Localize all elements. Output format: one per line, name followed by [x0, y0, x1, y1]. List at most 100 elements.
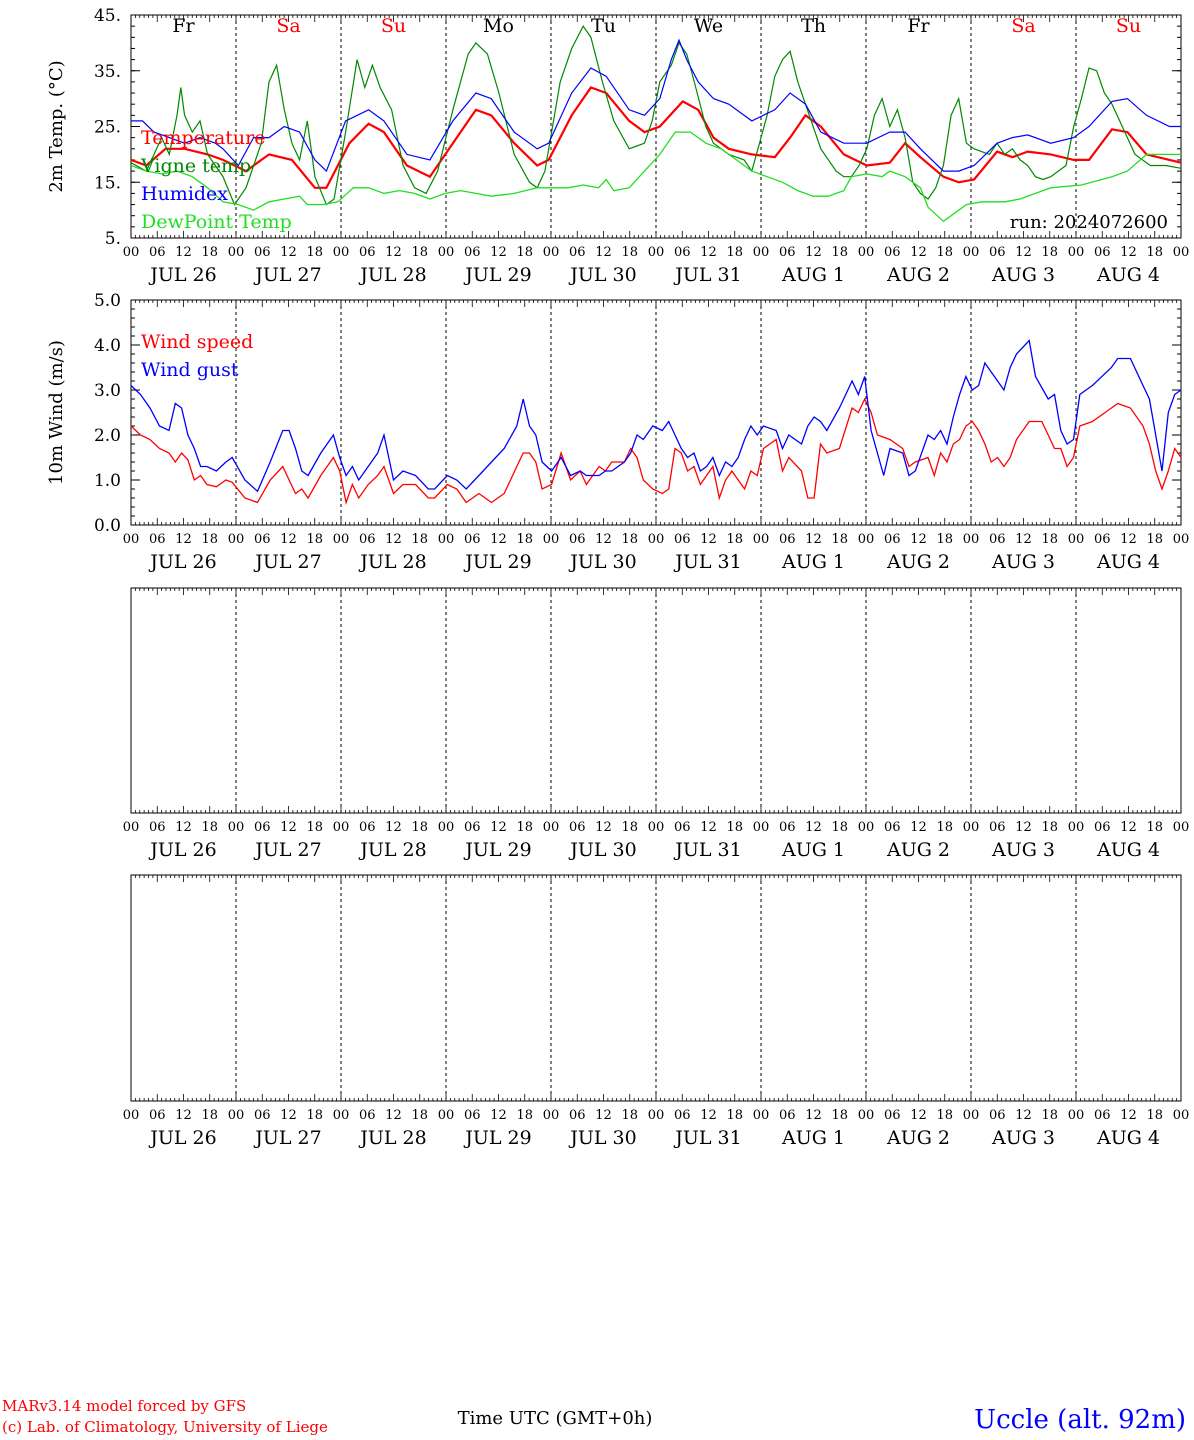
hour-tick-label: 18: [726, 1108, 743, 1123]
hour-tick-label: 06: [464, 245, 481, 260]
hour-tick-label: 06: [359, 532, 376, 547]
date-label: AUG 3: [991, 264, 1055, 286]
hour-tick-label: 06: [149, 1108, 166, 1123]
hour-tick-label: 06: [779, 532, 796, 547]
hour-tick-label: 12: [700, 820, 717, 835]
legend-entry: Humidex: [141, 183, 228, 205]
hour-tick-label: 18: [726, 245, 743, 260]
hour-tick-label: 00: [753, 1108, 770, 1123]
date-label: JUL 29: [463, 264, 531, 286]
hour-tick-label: 18: [726, 820, 743, 835]
hour-tick-label: 00: [963, 532, 980, 547]
hour-tick-label: 06: [359, 820, 376, 835]
date-label: AUG 2: [886, 551, 950, 573]
y-axis-title: 2m Temp. (°C): [46, 60, 67, 192]
date-label: JUL 27: [253, 839, 321, 861]
hour-tick-label: 18: [1041, 245, 1058, 260]
hour-tick-label: 12: [175, 1108, 192, 1123]
hour-tick-label: 12: [1120, 532, 1137, 547]
hour-tick-label: 18: [306, 532, 323, 547]
hour-tick-label: 00: [543, 820, 560, 835]
date-label: JUL 31: [673, 1127, 741, 1149]
series-line-green: [130, 25, 1182, 206]
y-tick-label: 5.: [105, 229, 121, 249]
date-label: JUL 29: [463, 551, 531, 573]
panel-border: [130, 299, 1182, 526]
hour-tick-label: 12: [805, 532, 822, 547]
station-label: Uccle (alt. 92m): [974, 1405, 1186, 1435]
y-tick-label: 0.0: [94, 516, 121, 536]
hour-tick-label: 12: [700, 1108, 717, 1123]
hour-tick-label: 06: [1094, 820, 1111, 835]
date-label: AUG 3: [991, 1127, 1055, 1149]
hour-tick-label: 12: [910, 532, 927, 547]
hour-tick-label: 18: [621, 532, 638, 547]
hour-tick-label: 00: [963, 245, 980, 260]
date-label: AUG 1: [781, 264, 845, 286]
hour-tick-label: 18: [831, 532, 848, 547]
hour-tick-label: 12: [805, 245, 822, 260]
hour-tick-label: 06: [149, 820, 166, 835]
series-line-red: [130, 86, 1182, 189]
panel-frame-1: [130, 299, 1182, 526]
date-label: JUL 28: [358, 839, 426, 861]
panel-frame-2: [130, 587, 1182, 814]
hour-tick-label: 12: [175, 245, 192, 260]
date-label: AUG 4: [1096, 264, 1160, 286]
hour-tick-label: 12: [490, 245, 507, 260]
date-label: JUL 28: [358, 1127, 426, 1149]
hour-tick-label: 06: [989, 532, 1006, 547]
hour-tick-label: 12: [595, 1108, 612, 1123]
date-label: AUG 3: [991, 839, 1055, 861]
hour-tick-label: 00: [1173, 245, 1190, 260]
hour-tick-label: 06: [674, 245, 691, 260]
hour-tick-label: 00: [333, 245, 350, 260]
hour-tick-label: 18: [1146, 1108, 1163, 1123]
hour-tick-label: 00: [543, 1108, 560, 1123]
y-tick-label: 5.0: [94, 291, 121, 311]
hour-tick-label: 06: [779, 1108, 796, 1123]
hour-tick-label: 12: [595, 532, 612, 547]
date-label: JUL 30: [568, 839, 636, 861]
hour-tick-label: 18: [936, 245, 953, 260]
hour-tick-label: 12: [910, 245, 927, 260]
hour-tick-label: 00: [1068, 820, 1085, 835]
panel-border: [130, 587, 1182, 814]
day-of-week-label: Su: [381, 15, 406, 37]
date-label: JUL 31: [673, 264, 741, 286]
hour-tick-label: 18: [1041, 820, 1058, 835]
hour-tick-label: 18: [201, 245, 218, 260]
hour-tick-label: 06: [464, 1108, 481, 1123]
hour-tick-label: 12: [700, 245, 717, 260]
date-label: JUL 28: [358, 264, 426, 286]
date-label: AUG 4: [1096, 1127, 1160, 1149]
hour-tick-label: 18: [516, 1108, 533, 1123]
hour-tick-label: 00: [753, 532, 770, 547]
hour-tick-label: 12: [280, 532, 297, 547]
hour-tick-label: 06: [884, 532, 901, 547]
run-label: run: 2024072600: [1010, 212, 1168, 233]
date-label: AUG 4: [1096, 551, 1160, 573]
legend-entry: Vigne temp: [140, 155, 251, 177]
y-tick-label: 35.: [94, 62, 121, 82]
hour-tick-label: 00: [228, 1108, 245, 1123]
hour-tick-label: 00: [648, 245, 665, 260]
hour-tick-label: 06: [569, 245, 586, 260]
day-of-week-label: Th: [801, 15, 826, 37]
hour-tick-label: 06: [989, 820, 1006, 835]
hour-tick-label: 06: [884, 820, 901, 835]
legend-entry: DewPoint Temp: [141, 211, 292, 233]
hour-tick-label: 00: [753, 820, 770, 835]
day-of-week-label: Sa: [1011, 15, 1035, 37]
hour-tick-label: 06: [359, 245, 376, 260]
date-label: JUL 30: [568, 1127, 636, 1149]
hour-tick-label: 06: [254, 245, 271, 260]
hour-tick-label: 12: [280, 820, 297, 835]
hour-tick-label: 06: [254, 1108, 271, 1123]
hour-tick-label: 06: [884, 1108, 901, 1123]
hour-tick-label: 12: [595, 820, 612, 835]
hour-tick-label: 18: [411, 1108, 428, 1123]
hour-tick-label: 00: [123, 245, 140, 260]
date-label: JUL 31: [673, 551, 741, 573]
